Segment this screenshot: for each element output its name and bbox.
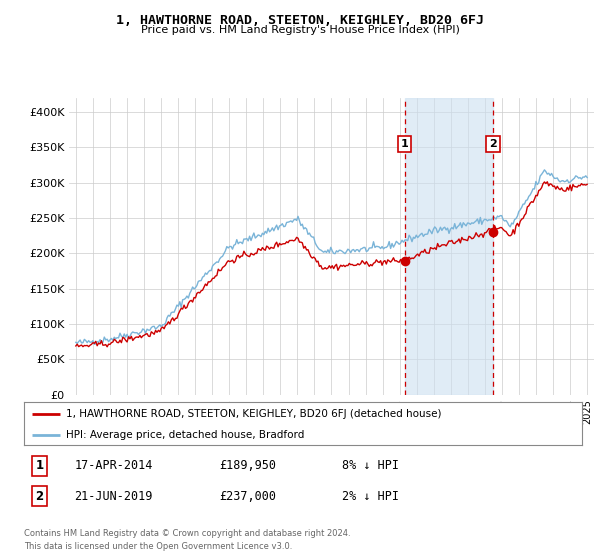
Text: HPI: Average price, detached house, Bradford: HPI: Average price, detached house, Brad… [66, 430, 304, 440]
Text: 1: 1 [35, 459, 44, 472]
Text: 1, HAWTHORNE ROAD, STEETON, KEIGHLEY, BD20 6FJ: 1, HAWTHORNE ROAD, STEETON, KEIGHLEY, BD… [116, 14, 484, 27]
Text: £237,000: £237,000 [220, 490, 276, 503]
Text: 1, HAWTHORNE ROAD, STEETON, KEIGHLEY, BD20 6FJ (detached house): 1, HAWTHORNE ROAD, STEETON, KEIGHLEY, BD… [66, 409, 442, 419]
Bar [404, 98, 493, 395]
Text: 2: 2 [489, 139, 497, 149]
Text: Contains HM Land Registry data © Crown copyright and database right 2024.: Contains HM Land Registry data © Crown c… [24, 529, 350, 538]
Text: 21-JUN-2019: 21-JUN-2019 [74, 490, 152, 503]
Text: 8% ↓ HPI: 8% ↓ HPI [342, 459, 399, 472]
Text: Price paid vs. HM Land Registry's House Price Index (HPI): Price paid vs. HM Land Registry's House … [140, 25, 460, 35]
Text: 2: 2 [35, 490, 44, 503]
Text: £189,950: £189,950 [220, 459, 276, 472]
Text: 1: 1 [401, 139, 409, 149]
Text: 17-APR-2014: 17-APR-2014 [74, 459, 152, 472]
Text: This data is licensed under the Open Government Licence v3.0.: This data is licensed under the Open Gov… [24, 542, 292, 550]
Text: 2% ↓ HPI: 2% ↓ HPI [342, 490, 399, 503]
